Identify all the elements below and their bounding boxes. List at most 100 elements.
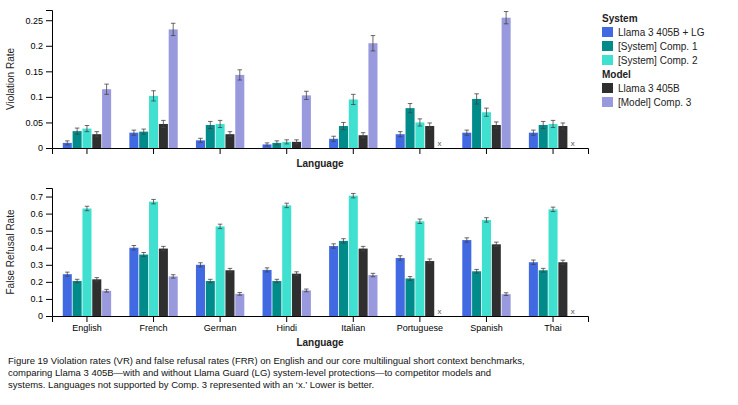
legend-label: [System] Comp. 1 — [618, 41, 698, 52]
tick-label: 0.2 — [30, 41, 43, 51]
tick-group: 0.1 — [30, 294, 52, 304]
legend-label: [System] Comp. 2 — [618, 55, 698, 66]
annotation: x — [571, 139, 575, 148]
bar — [149, 202, 158, 316]
bar-series — [102, 273, 511, 316]
error-bar — [161, 246, 166, 250]
caption-line: systems. Languages not supported by Comp… — [8, 379, 374, 390]
tick-label: 0.6 — [30, 209, 43, 219]
legend-swatch — [602, 83, 613, 93]
tick-group: 0.2 — [30, 41, 52, 51]
bar — [472, 99, 481, 148]
tick-label: 0.7 — [30, 192, 43, 202]
tick — [46, 71, 52, 72]
tick-group — [286, 148, 287, 154]
error-bar — [531, 260, 536, 264]
bar — [558, 262, 567, 316]
error-bar — [331, 244, 336, 248]
tick — [220, 316, 221, 322]
tick-label: 0.4 — [30, 243, 43, 253]
bar — [272, 281, 281, 316]
bar — [129, 248, 138, 316]
x-axis-title: Language — [296, 337, 344, 348]
tick-label: 0.15 — [25, 67, 43, 77]
subplot: xx00.050.10.150.20.25Violation RateLangu… — [5, 11, 589, 170]
error-bar — [484, 218, 489, 222]
tick — [419, 148, 420, 154]
tick — [46, 214, 52, 215]
axis-line — [46, 11, 53, 149]
tick-label: German — [204, 323, 237, 333]
bar — [359, 249, 368, 316]
bar — [292, 274, 301, 316]
error-bar — [474, 94, 479, 104]
tick-group — [220, 148, 221, 154]
legend: SystemLlama 3 405B + LG[System] Comp. 1[… — [602, 13, 705, 108]
error-bar — [494, 122, 499, 128]
tick — [86, 148, 87, 154]
tick — [220, 148, 221, 154]
error-bar — [104, 84, 109, 94]
tick-label: English — [72, 323, 102, 333]
legend-swatch — [602, 55, 613, 65]
tick — [46, 97, 52, 98]
bar-series — [73, 239, 548, 316]
error-bar — [427, 123, 432, 129]
tick-group: 0.4 — [30, 243, 52, 253]
error-bar — [75, 279, 80, 282]
error-bar — [361, 133, 366, 138]
plot-area — [63, 193, 568, 316]
error-bar — [465, 238, 470, 242]
legend-swatch — [602, 41, 613, 51]
error-bar — [198, 138, 203, 142]
tick-label: Spanish — [470, 323, 503, 333]
bar — [102, 291, 111, 316]
error-bar — [228, 132, 233, 137]
error-bar — [351, 193, 356, 197]
tick-group: Hindi — [276, 316, 297, 333]
error-bar — [361, 246, 366, 250]
tick-group — [419, 148, 420, 154]
error-bar — [132, 130, 137, 135]
error-bar — [341, 122, 346, 129]
axis-line — [53, 317, 589, 323]
axis-line — [46, 189, 53, 317]
error-bar — [284, 140, 289, 144]
error-bar — [418, 219, 423, 223]
tick — [553, 316, 554, 322]
error-bar — [104, 289, 109, 292]
legend-group-title: Model — [602, 69, 631, 80]
tick — [46, 46, 52, 47]
tick-label: 0 — [38, 311, 43, 321]
error-bar — [151, 91, 156, 101]
tick — [46, 231, 52, 232]
bar — [73, 281, 82, 316]
tick — [353, 316, 354, 322]
bar — [263, 270, 272, 316]
bar — [235, 294, 244, 316]
x-axis: EnglishFrenchGermanHindiItalianPortugues… — [53, 316, 589, 333]
tick — [46, 197, 52, 198]
bar — [502, 294, 511, 316]
tick — [286, 316, 287, 322]
tick-group: Portuguese — [397, 316, 443, 333]
axis-line — [53, 149, 589, 155]
tick — [153, 148, 154, 154]
bar — [225, 270, 234, 316]
error-bar — [275, 279, 280, 282]
tick-group: German — [204, 316, 237, 333]
tick — [153, 316, 154, 322]
error-bar — [418, 119, 423, 126]
error-bar — [208, 279, 213, 282]
tick-group: 0.2 — [30, 277, 52, 287]
bar — [368, 43, 377, 148]
legend-swatch — [602, 97, 613, 107]
bar — [302, 290, 311, 316]
bar — [149, 96, 158, 148]
tick-group: Spanish — [470, 316, 503, 333]
error-bar — [561, 123, 566, 129]
error-bar — [398, 132, 403, 137]
error-bar — [275, 141, 280, 145]
error-bar — [474, 269, 479, 273]
legend-label: Llama 3 405B — [618, 83, 680, 94]
